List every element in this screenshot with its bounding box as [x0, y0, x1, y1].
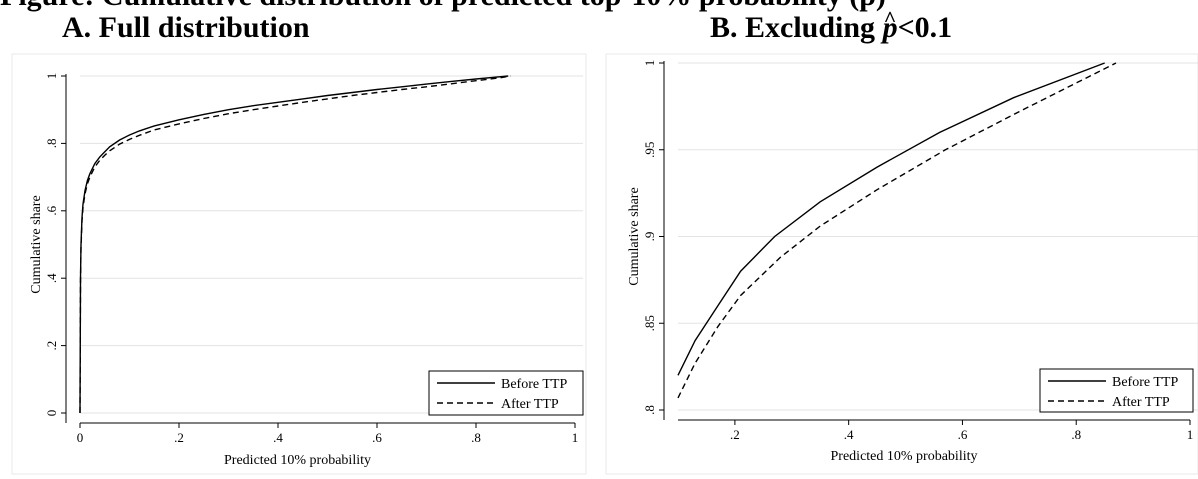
- x-tick-label: .2: [174, 430, 184, 445]
- y-tick-label: .8: [642, 405, 657, 415]
- series-line-before-ttp: [79, 75, 509, 414]
- x-tick-label: .6: [958, 427, 968, 442]
- y-axis-title: Cumulative share: [29, 195, 44, 293]
- y-axis-title: Cumulative share: [627, 187, 642, 285]
- legend-box: [428, 370, 584, 416]
- panel-b-frame: [605, 53, 1198, 475]
- legend-label-before-ttp: Before TTP: [501, 377, 567, 392]
- y-tick-label: 1: [642, 60, 657, 67]
- x-tick-label: 1: [1187, 427, 1194, 442]
- x-axis-title: Predicted 10% probability: [831, 449, 978, 464]
- x-tick-label: .4: [273, 430, 283, 445]
- series-line-before-ttp: [677, 62, 1105, 376]
- panel-a-title: A. Full distribution: [62, 11, 310, 44]
- panel-a-frame: [11, 53, 587, 475]
- y-tick-label: 1: [44, 73, 59, 80]
- y-tick-label: .4: [44, 273, 59, 283]
- legend-label-before-ttp: Before TTP: [1112, 375, 1178, 390]
- panel-b-title: B. Excluding ^ p<0.1: [710, 6, 953, 44]
- x-axis-title: Predicted 10% probability: [224, 453, 371, 468]
- y-tick-label: .9: [642, 232, 657, 242]
- x-tick-label: .8: [471, 430, 481, 445]
- figure-caption: Figure: Cumulative distribution of predi…: [0, 0, 886, 11]
- series-line-after-ttp: [79, 75, 511, 414]
- y-tick-label: 0: [44, 410, 59, 417]
- y-tick-label: .95: [642, 142, 657, 158]
- x-tick-label: .8: [1071, 427, 1081, 442]
- y-tick-label: .2: [44, 341, 59, 351]
- panel-b-title-prefix: B. Excluding: [710, 11, 883, 44]
- x-tick-label: .2: [730, 427, 740, 442]
- x-tick-label: .4: [844, 427, 854, 442]
- panel-a-chart: 0 .2 .4 .6 .8 1 0 .2 .4 .6 .8 1 Predicted 10% probab…: [11, 53, 587, 475]
- legend-box: [1039, 368, 1194, 413]
- legend-label-after-ttp: After TTP: [1112, 395, 1170, 410]
- hat-accent: ^: [883, 6, 897, 31]
- p-hat-symbol: ^ p: [882, 6, 898, 44]
- x-tick-label: .6: [372, 430, 382, 445]
- panel-b-title-suffix: <0.1: [897, 11, 953, 44]
- p-hat-letter: p: [882, 11, 898, 44]
- y-tick-label: .8: [44, 139, 59, 149]
- y-tick-label: .6: [44, 205, 59, 215]
- legend-label-after-ttp: After TTP: [501, 397, 559, 412]
- x-tick-label: 1: [572, 430, 579, 445]
- y-tick-label: .85: [642, 315, 657, 331]
- panel-b-chart: .8 .85 .9 .95 1 .2 .4 .6 .8 1 Predicted 10% probab…: [605, 53, 1198, 475]
- x-tick-label: 0: [77, 430, 84, 445]
- series-line-after-ttp: [677, 62, 1117, 399]
